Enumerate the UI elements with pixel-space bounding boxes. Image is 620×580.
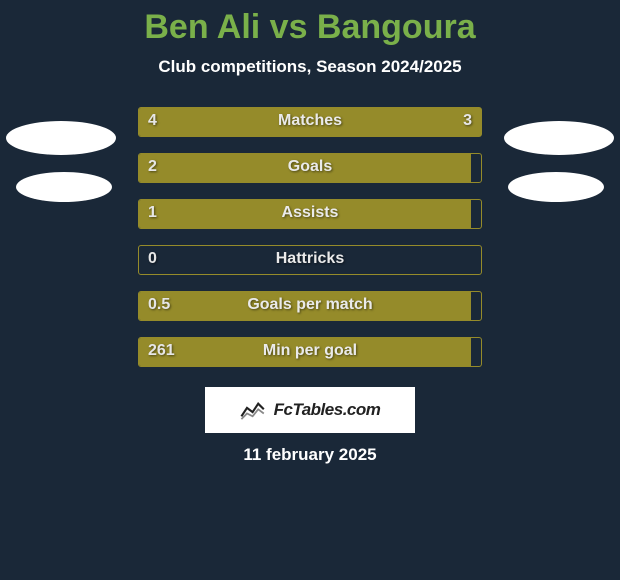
- stats-rows: 43Matches2Goals1Assists0Hattricks0.5Goal…: [0, 107, 620, 383]
- subtitle: Club competitions, Season 2024/2025: [0, 57, 620, 77]
- stat-label: Goals per match: [0, 296, 620, 314]
- stat-row: 0Hattricks: [0, 245, 620, 291]
- logo-badge: FcTables.com: [205, 387, 415, 433]
- stat-row: 43Matches: [0, 107, 620, 153]
- chart-icon: [240, 399, 268, 421]
- comparison-card: Ben Ali vs Bangoura Club competitions, S…: [0, 0, 620, 580]
- stat-label: Matches: [0, 112, 620, 130]
- stat-label: Min per goal: [0, 342, 620, 360]
- stat-row: 261Min per goal: [0, 337, 620, 383]
- stat-row: 1Assists: [0, 199, 620, 245]
- stat-row: 0.5Goals per match: [0, 291, 620, 337]
- stat-label: Assists: [0, 204, 620, 222]
- stat-row: 2Goals: [0, 153, 620, 199]
- title: Ben Ali vs Bangoura: [0, 8, 620, 47]
- logo-text: FcTables.com: [274, 400, 381, 420]
- stat-label: Goals: [0, 158, 620, 176]
- stat-label: Hattricks: [0, 250, 620, 268]
- date-line: 11 february 2025: [0, 445, 620, 465]
